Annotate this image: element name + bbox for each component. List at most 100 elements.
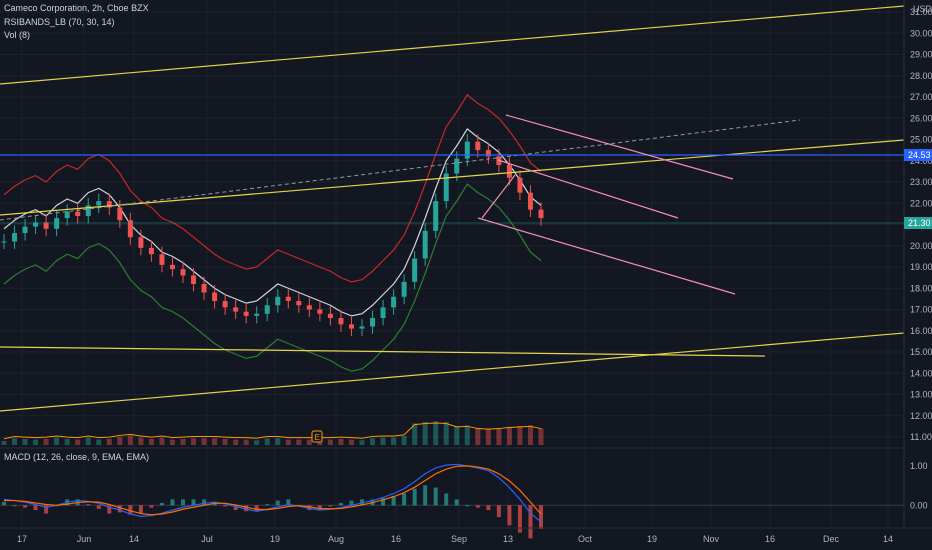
macd-histogram-bar xyxy=(181,499,185,506)
candle-body[interactable] xyxy=(127,220,133,238)
candle-body[interactable] xyxy=(1,241,7,243)
candle-body[interactable] xyxy=(12,233,18,242)
candle-body[interactable] xyxy=(264,305,270,314)
macd-histogram-bar xyxy=(381,498,386,506)
macd-tick: 1.00 xyxy=(910,461,928,471)
earnings-marker[interactable]: E xyxy=(311,430,323,443)
candle-body[interactable] xyxy=(96,201,102,206)
price-tick: 14.00 xyxy=(910,368,932,378)
volume-bar xyxy=(527,425,533,445)
candle-body[interactable] xyxy=(527,192,533,210)
volume-bar xyxy=(191,438,197,445)
candle-body[interactable] xyxy=(212,292,218,302)
volume-legend[interactable]: Vol (8) xyxy=(4,30,31,40)
candle-body[interactable] xyxy=(254,313,260,316)
time-tick: Jun xyxy=(77,534,92,544)
rsi-lower-band xyxy=(3,183,542,372)
volume-bar xyxy=(296,439,302,445)
candle-body[interactable] xyxy=(117,207,123,221)
candle-body[interactable] xyxy=(233,307,239,312)
candle-body[interactable] xyxy=(391,296,397,308)
time-axis[interactable]: 17 Jun 14 Jul 19 Aug 16 Sep 13 Oct 19 Nov 16 Dec 14 xyxy=(17,534,893,544)
macd-histogram-bar xyxy=(117,505,122,513)
candle-body[interactable] xyxy=(327,313,333,318)
candle-body[interactable] xyxy=(106,201,112,208)
pink-channel-connector[interactable] xyxy=(481,174,516,219)
volume-bar xyxy=(464,425,470,445)
time-tick: Sep xyxy=(451,534,467,544)
trendline-upper-channel[interactable] xyxy=(0,5,905,85)
macd-histogram-bar xyxy=(233,505,238,511)
candle-body[interactable] xyxy=(148,247,154,255)
candle-body[interactable] xyxy=(75,211,81,216)
trendline-dashed[interactable] xyxy=(0,119,801,221)
candle-body[interactable] xyxy=(159,254,165,265)
candle-body[interactable] xyxy=(180,269,186,276)
trendline-mid-channel[interactable] xyxy=(0,139,905,216)
candle-body[interactable] xyxy=(43,222,49,229)
volume-bar xyxy=(327,439,333,445)
candle-body[interactable] xyxy=(201,284,207,293)
candle-body[interactable] xyxy=(412,258,418,282)
candle-body[interactable] xyxy=(85,205,91,216)
candle-body[interactable] xyxy=(485,150,491,157)
symbol-legend[interactable]: Cameco Corporation, 2h, Cboe BZX xyxy=(4,3,149,13)
macd-histogram-bar xyxy=(507,505,512,526)
candle-body[interactable] xyxy=(422,230,428,259)
candle-body[interactable] xyxy=(517,177,523,193)
candle-body[interactable] xyxy=(138,237,144,248)
candle-body[interactable] xyxy=(464,141,470,159)
macd-histogram-bar xyxy=(496,505,501,518)
candle-body[interactable] xyxy=(348,324,354,329)
candle-body[interactable] xyxy=(169,264,175,270)
candle-body[interactable] xyxy=(538,209,544,219)
pink-channel-mid[interactable] xyxy=(497,159,679,219)
trendline-support[interactable] xyxy=(0,346,766,357)
candle-body[interactable] xyxy=(285,296,291,301)
candle-body[interactable] xyxy=(22,226,28,233)
candle-body[interactable] xyxy=(191,275,197,285)
macd-histogram-bar xyxy=(454,499,459,506)
volume-bar xyxy=(443,421,449,445)
candle-body[interactable] xyxy=(33,222,39,227)
candle-body[interactable] xyxy=(64,211,70,219)
rsi-bands-legend[interactable]: RSIBANDS_LB (70, 30, 14) xyxy=(4,17,115,27)
candle-body[interactable] xyxy=(54,218,60,229)
candle-body[interactable] xyxy=(475,141,481,151)
macd-histogram-bar xyxy=(412,488,417,506)
last-price-tag: 24.53 xyxy=(908,150,931,160)
price-tick: 30.00 xyxy=(910,28,932,38)
candle-body[interactable] xyxy=(454,158,460,174)
candle-body[interactable] xyxy=(275,296,281,306)
trendline-lower-channel[interactable] xyxy=(0,332,905,412)
pink-channel-bottom[interactable] xyxy=(477,217,736,295)
price-tick: 15.00 xyxy=(910,347,932,357)
macd-axis[interactable]: 1.00 0.00 xyxy=(910,461,928,510)
candle-body[interactable] xyxy=(401,281,407,297)
macd-legend[interactable]: MACD (12, 26, close, 9, EMA, EMA) xyxy=(4,452,150,462)
candle-body[interactable] xyxy=(296,301,302,306)
price-axis[interactable]: USD 31.00 30.00 29.00 28.00 27.00 26.00 25.00 2… xyxy=(904,4,932,442)
candle-body[interactable] xyxy=(243,311,249,316)
macd-histogram-bar xyxy=(338,502,343,506)
macd-histogram-bar xyxy=(444,493,449,506)
candle-body[interactable] xyxy=(338,318,344,325)
candle-body[interactable] xyxy=(443,173,449,202)
candle-body[interactable] xyxy=(317,309,323,314)
time-tick: 14 xyxy=(883,534,893,544)
macd-histogram-bar xyxy=(539,505,543,529)
volume-bar xyxy=(306,439,312,445)
price-tick: 28.00 xyxy=(910,71,932,81)
candle-body[interactable] xyxy=(222,301,228,308)
candle-body[interactable] xyxy=(380,307,386,318)
candle-body[interactable] xyxy=(433,201,439,231)
volume-bar xyxy=(370,438,376,445)
candle-body[interactable] xyxy=(506,165,512,178)
candle-body[interactable] xyxy=(359,326,365,329)
pink-channel-top[interactable] xyxy=(505,114,734,180)
trendline-drawings[interactable] xyxy=(0,5,905,412)
price-tick: 27.00 xyxy=(910,92,932,102)
candle-body[interactable] xyxy=(370,318,376,327)
candle-body[interactable] xyxy=(306,305,312,310)
